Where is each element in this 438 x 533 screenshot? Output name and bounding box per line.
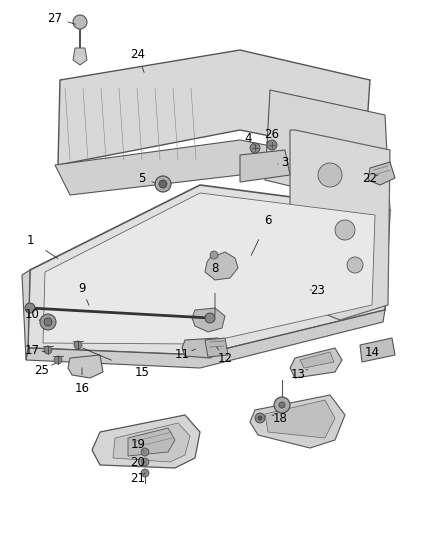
Text: 1: 1 [26,233,34,246]
Text: 16: 16 [74,382,89,394]
Circle shape [205,313,215,323]
Text: 10: 10 [25,309,39,321]
Text: 17: 17 [25,343,39,357]
Polygon shape [92,415,200,468]
Polygon shape [360,338,395,362]
Text: 25: 25 [35,364,49,376]
Circle shape [255,413,265,423]
Text: 18: 18 [272,411,287,424]
Circle shape [274,397,290,413]
Text: 11: 11 [174,349,190,361]
Text: 9: 9 [78,281,86,295]
Polygon shape [192,308,225,332]
Circle shape [73,15,87,29]
Text: 27: 27 [47,12,63,25]
Circle shape [318,163,342,187]
Text: 14: 14 [364,345,379,359]
Text: 5: 5 [138,172,146,184]
Polygon shape [43,193,375,344]
Polygon shape [68,355,103,378]
Circle shape [44,318,52,326]
Text: 13: 13 [290,367,305,381]
Polygon shape [250,395,345,448]
Polygon shape [113,423,190,462]
Polygon shape [58,50,370,165]
Polygon shape [300,352,334,368]
Circle shape [267,140,277,150]
Circle shape [258,416,262,420]
Polygon shape [182,338,222,358]
Polygon shape [290,130,390,320]
Text: 6: 6 [264,214,272,227]
Polygon shape [128,428,175,456]
Text: 24: 24 [131,49,145,61]
Polygon shape [205,252,238,280]
Circle shape [155,176,171,192]
Polygon shape [240,150,290,182]
Text: 3: 3 [281,156,289,168]
Circle shape [159,180,167,188]
Polygon shape [26,310,385,368]
Text: 21: 21 [131,472,145,486]
Circle shape [74,341,82,349]
Circle shape [141,458,149,466]
Circle shape [25,303,35,313]
Text: 23: 23 [311,284,325,296]
Circle shape [141,448,149,456]
Text: 20: 20 [131,456,145,469]
Polygon shape [73,48,87,65]
Circle shape [347,257,363,273]
Circle shape [210,251,218,259]
Circle shape [141,469,149,477]
Text: 22: 22 [363,172,378,184]
Polygon shape [55,140,368,195]
Polygon shape [265,90,390,210]
Text: 15: 15 [134,367,149,379]
Circle shape [44,346,52,354]
Circle shape [40,314,56,330]
Polygon shape [205,338,228,357]
Polygon shape [28,185,390,355]
Polygon shape [22,270,30,360]
Circle shape [279,402,285,408]
Text: 4: 4 [244,132,252,144]
Text: 26: 26 [265,128,279,141]
Polygon shape [290,348,342,378]
Polygon shape [265,400,335,438]
Polygon shape [368,162,395,185]
Text: 19: 19 [131,439,145,451]
Circle shape [335,220,355,240]
Text: 8: 8 [211,262,219,274]
Circle shape [54,356,62,364]
Text: 12: 12 [218,351,233,365]
Circle shape [250,143,260,153]
